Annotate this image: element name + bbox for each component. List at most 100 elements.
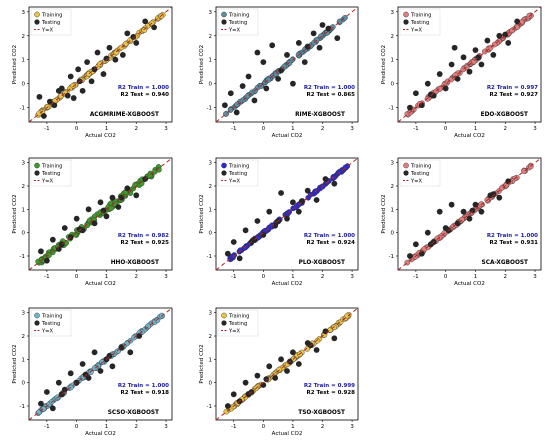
testing-point	[451, 44, 458, 51]
testing-point	[448, 201, 455, 208]
x-tick-label: 2	[321, 126, 325, 132]
legend-training-marker	[403, 11, 409, 18]
x-tick-label: 2	[504, 126, 508, 132]
legend-training-marker	[34, 162, 40, 169]
training-point	[304, 346, 311, 352]
testing-point	[469, 207, 476, 214]
testing-point	[322, 328, 329, 335]
legend-training-marker	[34, 11, 40, 18]
scatter-panel: -1 0 1 2 3 -1 0 1 2 3 Actual CO2 Predicted CO2 Train…	[12, 157, 173, 287]
model-title: HHO-XGBOOST	[111, 260, 159, 266]
testing-point	[61, 386, 68, 393]
y-tick-label: 3	[209, 161, 213, 167]
testing-point	[442, 85, 449, 92]
testing-point	[460, 208, 467, 215]
testing-point	[230, 391, 237, 398]
y-tick-label: 1	[22, 58, 26, 64]
testing-point	[230, 239, 237, 245]
testing-point	[331, 180, 338, 187]
legend-training-marker	[403, 162, 409, 169]
y-axis-label: Predicted CO2	[381, 194, 387, 233]
testing-point	[284, 368, 290, 374]
testing-point	[496, 32, 503, 39]
x-tick-label: 2	[321, 274, 325, 280]
x-tick-label: 0	[444, 126, 448, 132]
testing-point	[49, 236, 56, 243]
testing-point	[97, 368, 104, 374]
r2-train-label: R2 Train = 0.982	[118, 233, 169, 239]
x-axis-label: Actual CO2	[454, 133, 485, 139]
y-tick-label: 2	[391, 184, 395, 190]
y-tick-label: 1	[209, 207, 213, 213]
y-tick-label: 0	[22, 381, 26, 387]
testing-point	[97, 199, 104, 206]
testing-point	[115, 204, 122, 210]
training-point	[526, 12, 533, 19]
x-tick-label: 3	[533, 126, 537, 132]
r2-train-label: R2 Train = 1.000	[487, 233, 538, 239]
legend-testing-marker	[34, 19, 40, 25]
legend-testing-marker	[221, 170, 227, 176]
testing-point	[278, 67, 284, 74]
y-axis-label: Predicted CO2	[12, 344, 18, 383]
testing-point	[514, 18, 521, 25]
legend-training-marker	[221, 11, 227, 18]
legend-testing-marker	[34, 320, 40, 326]
testing-point	[151, 24, 158, 31]
legend-testing-label: Testing	[228, 321, 247, 327]
testing-point	[46, 98, 53, 105]
scatter-panel: -1 0 1 2 3 -1 0 1 2 3 Actual CO2 Predicted CO2 Train…	[381, 157, 542, 287]
x-tick-label: 2	[135, 424, 139, 430]
y-tick-label: 0	[22, 231, 26, 237]
y-tick-label: 3	[22, 161, 26, 167]
r2-train-label: R2 Train = 0.997	[487, 85, 538, 91]
testing-point	[76, 226, 83, 233]
testing-point	[61, 225, 68, 231]
r2-test-label: R2 Test = 0.940	[121, 92, 170, 98]
testing-point	[407, 104, 413, 111]
legend-training-label: Training	[228, 13, 249, 19]
model-title: SCA-XGBOOST	[482, 260, 529, 266]
y-tick-label: 0	[391, 82, 395, 88]
testing-point	[278, 190, 284, 196]
identity-line	[29, 7, 172, 122]
x-tick-label: 2	[504, 274, 508, 280]
r2-train-label: R2 Train = 1.000	[304, 233, 355, 239]
testing-point	[496, 194, 503, 201]
r2-test-label: R2 Test = 0.918	[121, 390, 170, 396]
training-point	[84, 222, 91, 229]
model-title: PLO-XGBOOST	[299, 260, 345, 266]
testing-point	[490, 52, 497, 58]
testing-point	[313, 197, 320, 203]
y-tick-label: 3	[22, 311, 26, 317]
testing-point	[106, 44, 113, 51]
legend-testing-label: Testing	[41, 20, 60, 26]
x-axis-label: Actual CO2	[454, 281, 485, 287]
testing-point	[266, 363, 273, 370]
y-tick-label: 2	[209, 34, 213, 40]
x-axis-label: Actual CO2	[85, 281, 116, 287]
y-tick-label: 1	[209, 357, 213, 363]
x-tick-label: 3	[164, 126, 168, 132]
legend-testing-label: Testing	[41, 171, 60, 177]
testing-point	[275, 75, 282, 82]
scatter-panel: -1 0 1 2 3 -1 0 1 2 3 Actual CO2 Predicted CO2 Train…	[199, 6, 359, 139]
training-point	[40, 406, 47, 412]
y-axis-label: Predicted CO2	[381, 45, 387, 84]
scatter-panel: -1 0 1 2 3 -1 0 1 2 3 Actual CO2 Predicted CO2 Train…	[12, 6, 173, 139]
x-tick-label: -1	[44, 126, 49, 132]
testing-point	[100, 71, 107, 77]
testing-point	[38, 248, 44, 255]
testing-point	[43, 389, 50, 395]
testing-point	[36, 93, 43, 100]
legend-identity-label: Y=X	[41, 28, 54, 34]
testing-point	[505, 40, 512, 46]
x-axis-label: Actual CO2	[272, 133, 303, 139]
testing-point	[119, 52, 126, 58]
testing-point	[298, 198, 305, 205]
x-tick-label: 1	[105, 424, 109, 430]
